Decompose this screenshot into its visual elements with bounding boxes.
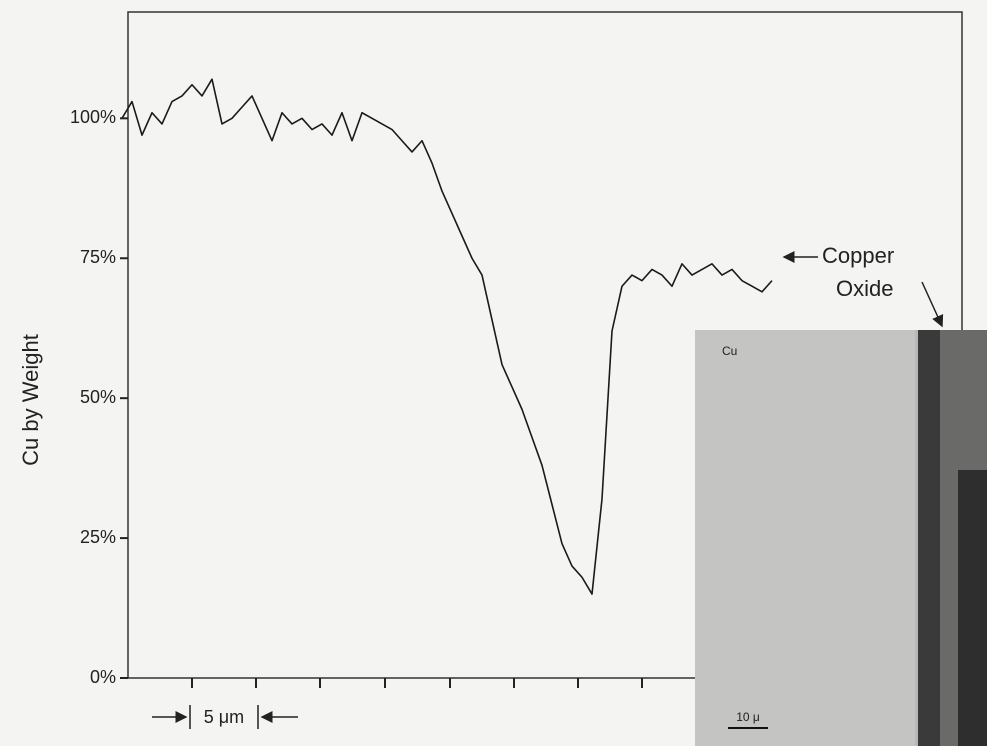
y-tick-label: 100% bbox=[70, 107, 116, 127]
y-tick-label: 50% bbox=[80, 387, 116, 407]
inset-label: Cu bbox=[722, 344, 737, 358]
y-axis-label: Cu by Weight bbox=[18, 334, 43, 466]
inset-micrograph: Cu 10 μ bbox=[695, 330, 987, 746]
annotation: Copper bbox=[822, 243, 894, 268]
scale-bar-label: 5 μm bbox=[204, 707, 244, 727]
y-tick-label: 75% bbox=[80, 247, 116, 267]
inset-label: 10 μ bbox=[736, 710, 760, 724]
y-tick-label: 25% bbox=[80, 527, 116, 547]
y-tick-label: 0% bbox=[90, 667, 116, 687]
data-line bbox=[121, 78, 773, 595]
annotation: Oxide bbox=[836, 276, 893, 301]
scale-bar: 5 μm bbox=[152, 705, 298, 729]
annotation-arrow bbox=[921, 281, 944, 328]
x-ticks bbox=[191, 678, 643, 688]
